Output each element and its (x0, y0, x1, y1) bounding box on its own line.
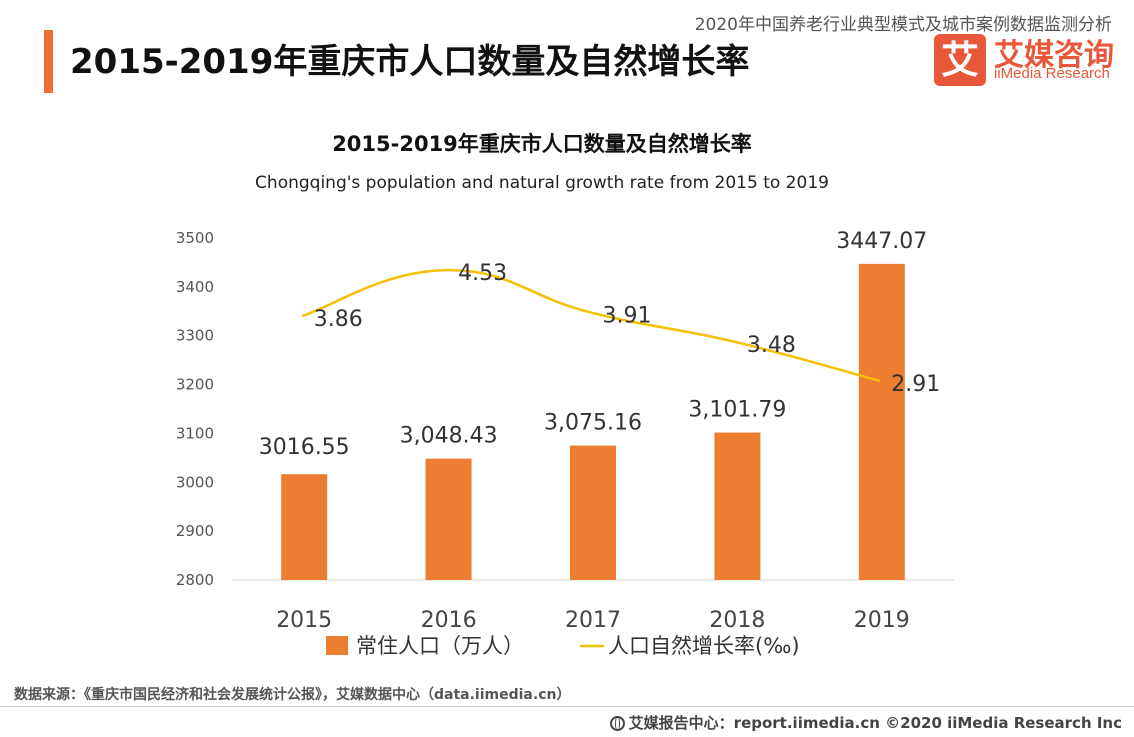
data-source: 数据来源：《重庆市国民经济和社会发展统计公报》，艾媒数据中心（data.iime… (14, 687, 571, 703)
report-name: 2020年中国养老行业典型模式及城市案例数据监测分析 (694, 15, 1112, 35)
logo-text-cn: 艾媒咨询 (994, 38, 1114, 73)
y-tick-label: 2800 (176, 571, 214, 589)
logo-mark-icon: 艾 (934, 34, 986, 86)
line-data-label: 4.53 (458, 261, 507, 286)
y-tick-label: 2900 (176, 522, 214, 540)
bar-population (858, 263, 905, 580)
bar-data-label: 3016.55 (259, 435, 350, 460)
chart-subtitle: Chongqing's population and natural growt… (255, 173, 829, 193)
line-data-label: 3.48 (747, 333, 796, 358)
y-tick-label: 3200 (176, 376, 214, 394)
iimedia-logo: 艾 艾媒咨询 iiMedia Research (934, 34, 1116, 86)
y-tick-label: 3100 (176, 424, 214, 442)
legend-label-bar: 常住人口（万人） (356, 634, 524, 658)
bar-data-label: 3447.07 (836, 229, 927, 254)
bar-population (281, 474, 328, 580)
line-data-label: 3.86 (314, 307, 363, 332)
bar-data-label: 3,101.79 (688, 398, 786, 423)
logo-text-en: iiMedia Research (994, 65, 1110, 82)
bar-data-label: 3,075.16 (544, 411, 642, 436)
chart-title: 2015-2019年重庆市人口数量及自然增长率 (332, 132, 752, 156)
page-title: 2015-2019年重庆市人口数量及自然增长率 (70, 42, 750, 82)
x-tick-label: 2017 (565, 608, 621, 633)
x-tick-label: 2018 (709, 608, 765, 633)
x-tick-label: 2016 (421, 608, 477, 633)
line-growth-rate (301, 268, 881, 383)
legend-label-line: 人口自然增长率(‰) (608, 634, 800, 658)
y-tick-label: 3400 (176, 278, 214, 296)
bar-population (425, 458, 472, 580)
x-tick-label: 2019 (854, 608, 910, 633)
legend-swatch-bar (326, 636, 348, 655)
bar-population (570, 445, 616, 580)
x-tick-label: 2015 (276, 608, 332, 633)
y-tick-label: 3000 (176, 473, 214, 491)
bar-population (714, 432, 761, 580)
footer-divider (0, 706, 1134, 707)
line-data-label: 2.91 (891, 372, 940, 397)
title-accent-bar (44, 30, 53, 93)
bar-data-label: 3,048.43 (400, 424, 498, 449)
footer-text: 艾媒报告中心：report.iimedia.cn ©2020 iiMedia R… (628, 714, 1122, 732)
y-tick-label: 3300 (176, 327, 214, 345)
footer-copyright: 艾媒报告中心：report.iimedia.cn ©2020 iiMedia R… (609, 712, 1122, 733)
y-tick-label: 3500 (176, 229, 214, 247)
globe-icon (609, 716, 625, 731)
line-data-label: 3.91 (603, 304, 652, 329)
